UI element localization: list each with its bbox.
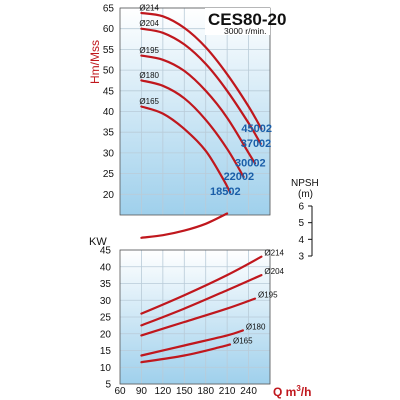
npsh-axis-label: NPSH [291,178,319,189]
head-model-label: 30002 [235,157,266,169]
chart-subtitle: 3000 r/min. [224,26,267,36]
head-diameter-label: Ø214 [139,3,159,12]
head-model-label: 45002 [241,123,272,135]
head-tick-label: 30 [103,148,115,159]
head-tick-label: 55 [103,45,115,56]
x-tick-label: 90 [136,386,148,397]
head-curve-line [140,105,232,194]
power-diameter-label: Ø165 [233,336,253,345]
power-tick-label: 45 [100,246,112,257]
head-curve-line [140,11,263,130]
head-curve-line [140,27,262,145]
power-tick-label: 40 [100,262,112,273]
labels: Ø214 45002 Ø204 37002 Ø195 30002 Ø180 22002 Ø165… [139,3,284,345]
power-diameter-label: Ø195 [258,291,278,300]
npsh-tick-label: 5 [298,218,304,229]
npsh-unit-label: (m) [298,189,313,200]
x-tick-label: 60 [114,386,126,397]
head-model-label: 37002 [241,138,272,150]
flow-axis-label: Q m3/h [273,384,311,399]
power-curves [140,255,263,364]
chart-title: CES80-20 [208,10,286,29]
npsh-tick-label: 6 [298,202,304,213]
head-diameter-label: Ø204 [139,19,159,28]
x-tick-label: 180 [197,386,214,397]
npsh-curve-group [140,212,229,239]
head-model-label: 18502 [210,186,241,198]
head-model-label: 22002 [224,171,255,183]
head-tick-label: 45 [103,86,115,97]
power-curve-line [140,329,244,357]
head-tick-label: 35 [103,128,115,139]
power-tick-label: 35 [100,279,112,290]
x-tick-label: 240 [240,386,257,397]
head-tick-label: 50 [103,66,115,77]
head-frame [119,7,271,216]
x-tick-label: 120 [155,386,172,397]
head-tick-label: 60 [103,24,115,35]
power-curve-line [140,297,257,337]
head-curve-line [140,54,257,165]
head-tick-label: 20 [103,190,115,201]
head-axis-label: Hm/Mss [88,40,102,84]
power-axis-label: KW [89,236,107,248]
head-diameter-label: Ø165 [139,97,159,106]
power-curve-line [140,255,263,315]
head-diameter-label: Ø195 [139,46,159,55]
head-tick-label: 65 [103,4,115,15]
npsh-curve-line [140,212,229,239]
head-curve-line [140,79,245,178]
power-frame [119,249,271,385]
power-curve-line [140,274,263,327]
power-tick-label: 30 [100,296,112,307]
npsh-tick-label: 3 [298,252,304,263]
power-tick-label: 5 [105,380,111,391]
power-tick-label: 15 [100,346,112,357]
head-curves [140,11,263,194]
head-tick-label: 25 [103,169,115,180]
title-box [205,8,270,35]
power-diameter-label: Ø204 [264,267,284,276]
npsh-tick-label: 4 [298,235,304,246]
head-diameter-label: Ø180 [139,71,159,80]
power-tick-label: 25 [100,313,112,324]
x-tick-label: 210 [219,386,236,397]
power-tick-label: 20 [100,329,112,340]
power-diameter-label: Ø180 [246,322,266,331]
power-diameter-label: Ø214 [264,249,284,258]
power-tick-label: 10 [100,363,112,374]
power-curve-line [140,343,232,364]
head-tick-label: 40 [103,107,115,118]
x-tick-label: 150 [176,386,193,397]
